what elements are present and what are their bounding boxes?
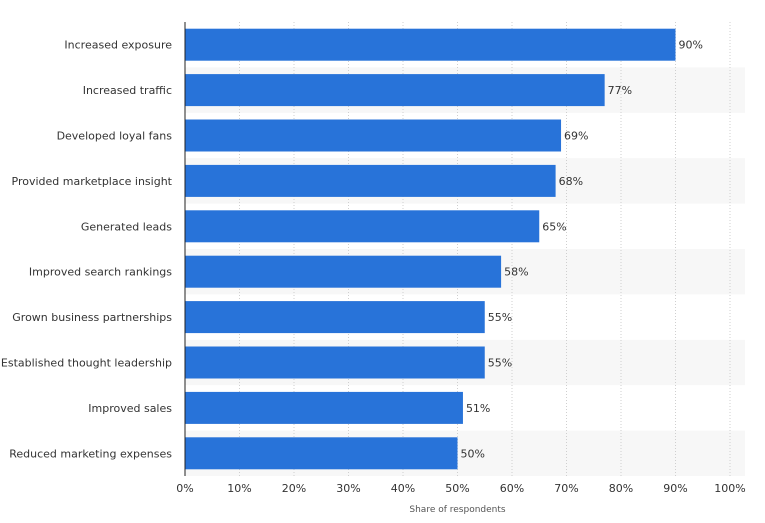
bar (185, 346, 485, 379)
value-label: 77% (608, 84, 632, 97)
category-label: Improved search rankings (29, 266, 172, 279)
value-labels: 90% 77% 69% 68% 65% 58% 55% 55% 51% 50% (461, 39, 703, 461)
value-label: 51% (466, 402, 490, 415)
bar (185, 301, 485, 334)
bar (185, 255, 502, 288)
category-label: Grown business partnerships (12, 311, 172, 324)
value-label: 68% (559, 175, 583, 188)
category-label: Established thought leadership (1, 357, 172, 370)
bar (185, 391, 463, 424)
value-label: 65% (542, 220, 566, 233)
value-label: 50% (461, 447, 485, 460)
category-label: Developed loyal fans (57, 130, 173, 143)
x-tick-label: 70% (554, 482, 578, 495)
bar (185, 164, 556, 197)
x-tick-label: 60% (500, 482, 524, 495)
x-tick-label: 50% (445, 482, 469, 495)
category-label: Provided marketplace insight (12, 175, 173, 188)
x-tick-label: 30% (336, 482, 360, 495)
category-label: Improved sales (88, 402, 172, 415)
x-axis-label: Share of respondents (409, 505, 506, 515)
x-tick-label: 20% (282, 482, 306, 495)
x-tick-label: 10% (227, 482, 251, 495)
value-label: 58% (504, 266, 528, 279)
category-label: Reduced marketing expenses (9, 447, 172, 460)
value-label: 90% (679, 39, 703, 52)
bars (185, 28, 676, 470)
x-tick-label: 40% (391, 482, 415, 495)
category-label: Generated leads (81, 220, 172, 233)
bar (185, 74, 605, 107)
x-tick-label: 80% (609, 482, 633, 495)
value-label: 55% (488, 311, 512, 324)
category-label: Increased exposure (64, 39, 172, 52)
category-label: Increased traffic (83, 84, 172, 97)
value-label: 69% (564, 130, 588, 143)
bar (185, 28, 676, 61)
bar (185, 437, 458, 470)
x-tick-labels: 0% 10% 20% 30% 40% 50% 60% 70% 80% 90% 100% (176, 482, 745, 495)
x-tick-label: 100% (714, 482, 745, 495)
x-tick-label: 0% (176, 482, 193, 495)
category-labels: Increased exposure Increased traffic Devel… (1, 39, 173, 461)
bar (185, 119, 562, 152)
value-label: 55% (488, 357, 512, 370)
bar (185, 210, 540, 243)
x-tick-label: 90% (663, 482, 687, 495)
